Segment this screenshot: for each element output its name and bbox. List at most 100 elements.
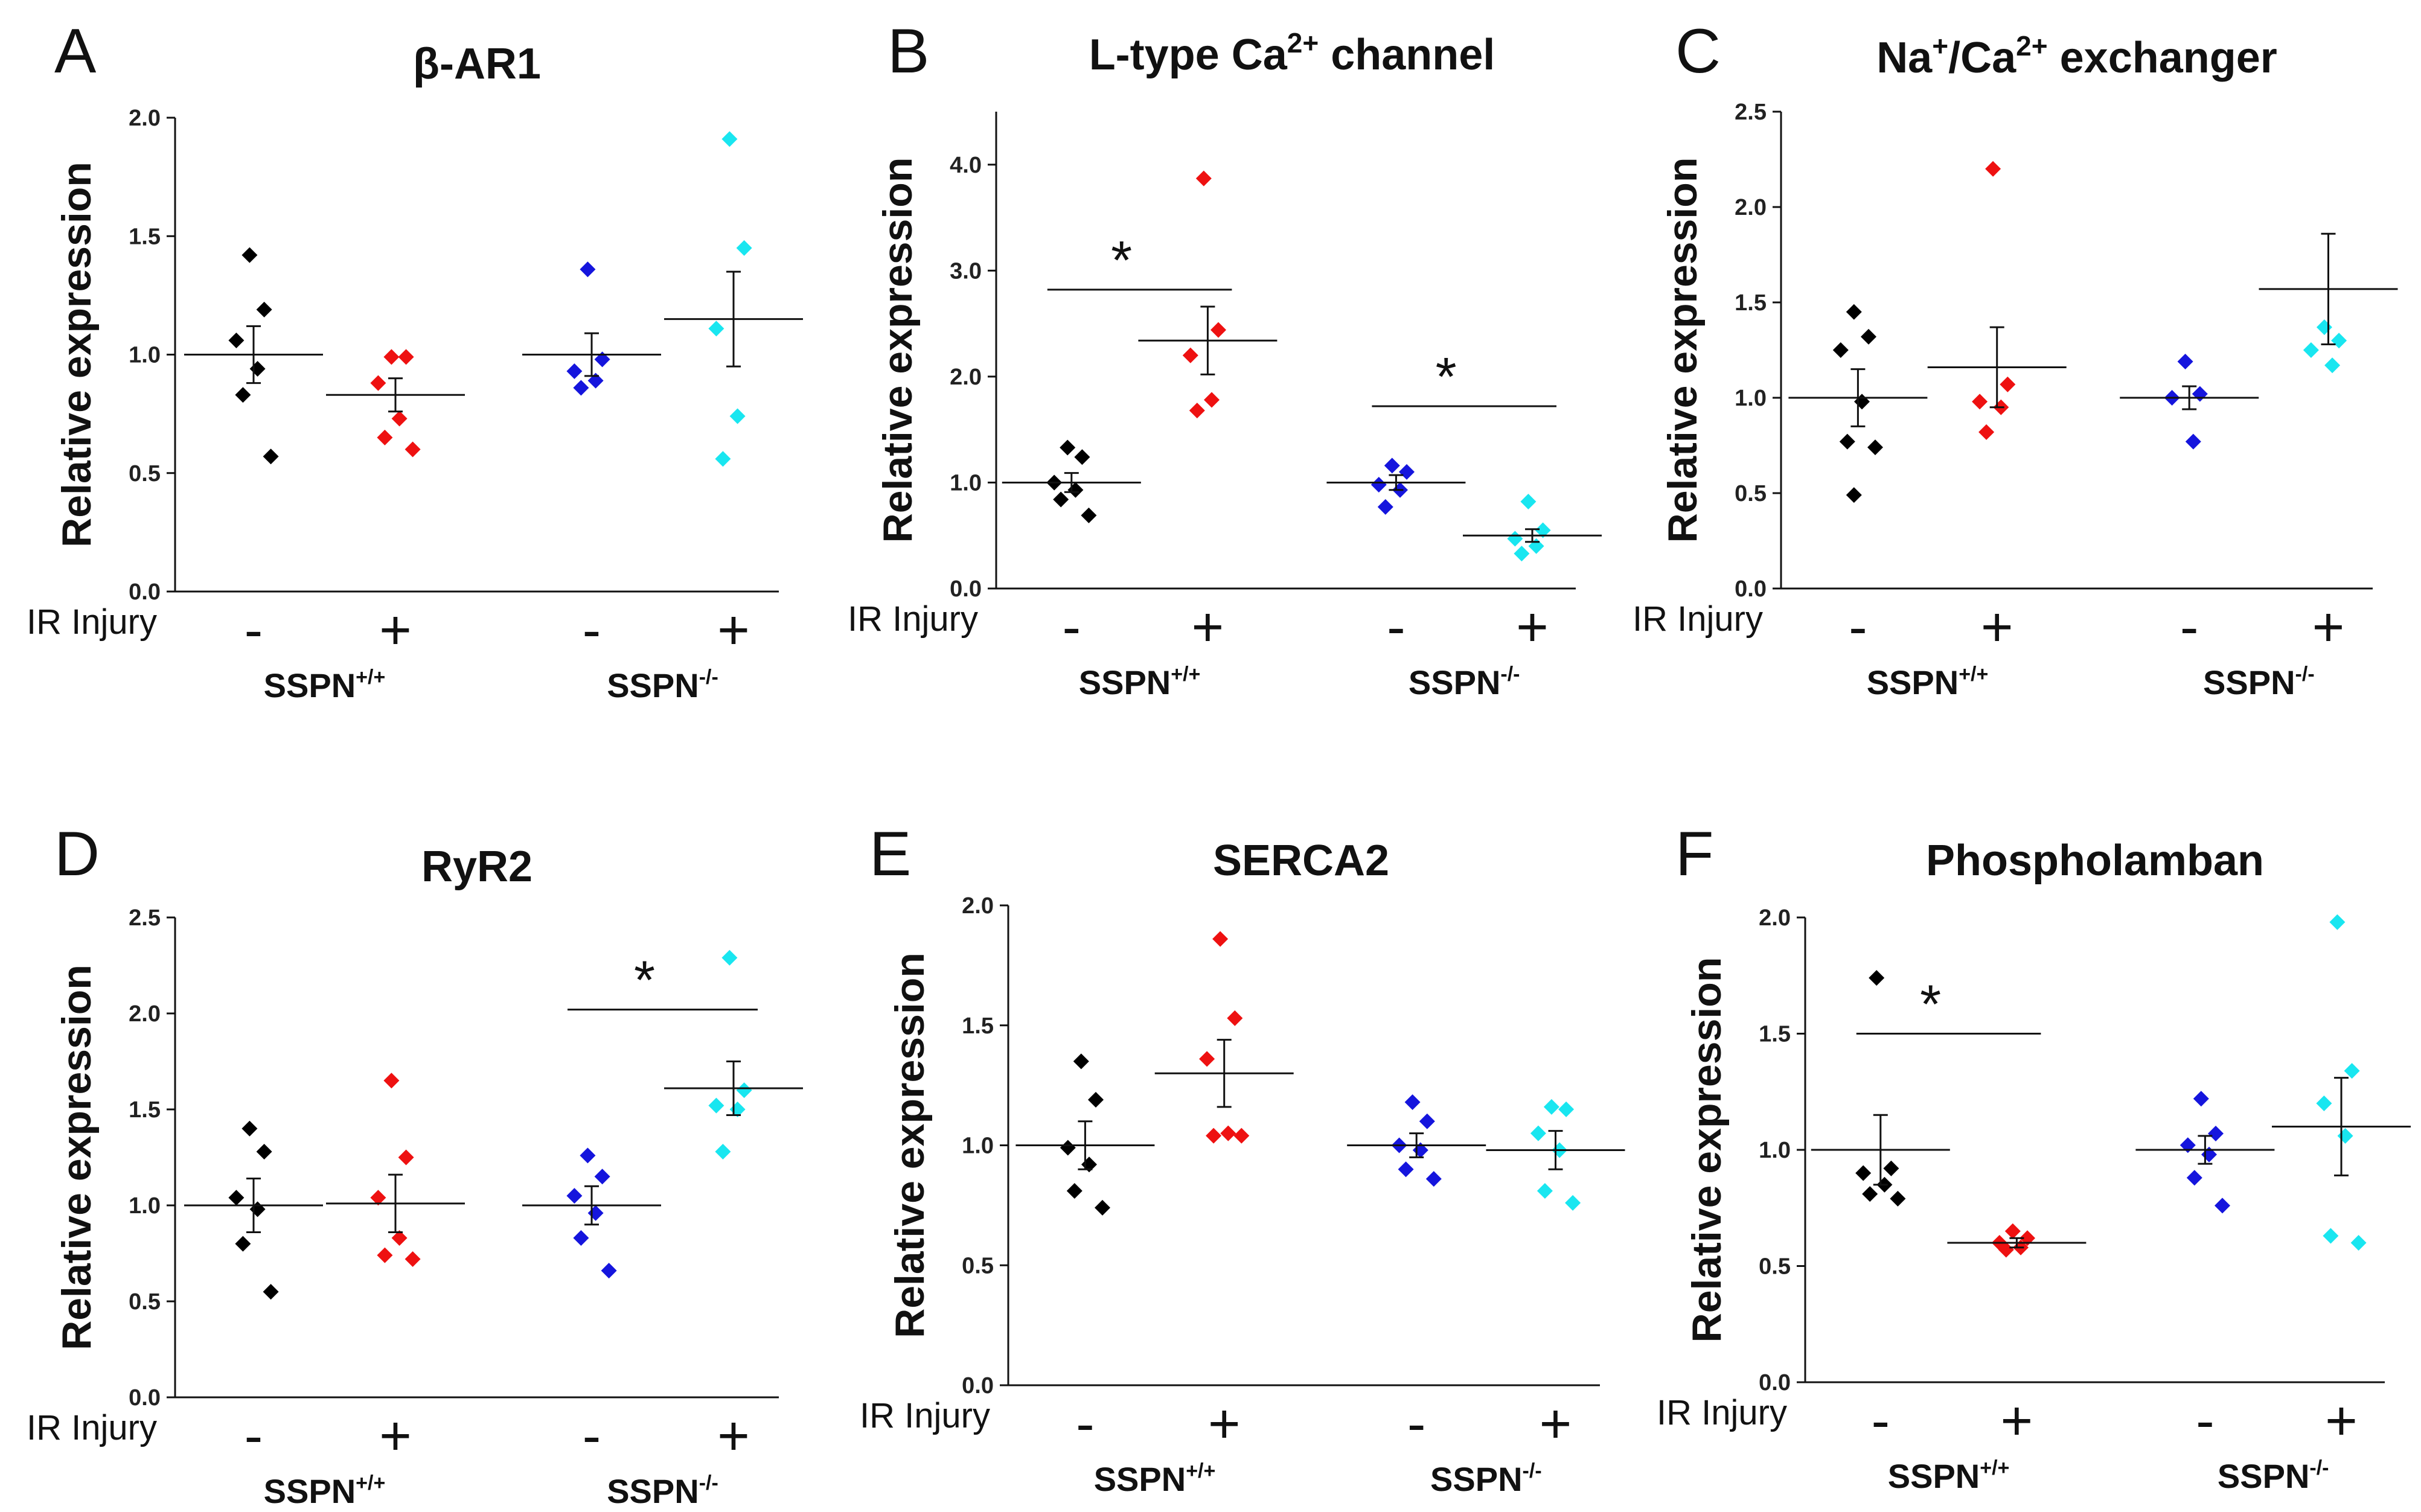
ir-injury-label: IR Injury [1633,599,1763,639]
y-tick-label: 1.0 [1735,386,1767,411]
data-point [2192,386,2208,402]
group-label-wt: SSPN+/+ [264,1472,386,1510]
ir-minus-label: - [1849,596,1867,658]
chart-title: SERCA2 [1213,837,1389,885]
significance-star: * [1436,347,1457,407]
data-point [1537,1183,1553,1199]
data-point [1399,464,1415,480]
y-tick-label: 0.0 [129,1385,161,1411]
data-point [715,1143,731,1160]
y-tick-label: 0.0 [129,579,161,605]
chart-title: Phospholamban [1926,837,2264,885]
y-tick-label: 1.0 [129,343,161,368]
data-point [235,387,251,403]
data-point [1998,1242,2014,1258]
y-tick-label: 4.0 [950,153,982,178]
group-label-wt: SSPN+/+ [1094,1459,1216,1498]
data-point [1520,494,1537,510]
ir-minus-label: - [1387,596,1406,658]
data-point [721,131,738,147]
ir-injury-label: IR Injury [848,599,978,639]
data-point [1846,304,1862,320]
data-point [228,332,245,348]
significance-star: * [1111,231,1132,291]
data-point [2337,1128,2353,1144]
ir-plus-label: + [379,1405,412,1467]
data-point [256,301,272,317]
data-point [405,1251,421,1268]
group-label-ko: SSPN-/- [2203,663,2315,701]
data-point [1861,328,1876,345]
data-point [2331,333,2347,349]
group-label-wt: SSPN+/+ [1079,663,1201,701]
data-point [2208,1126,2224,1142]
y-tick-label: 3.0 [950,258,982,284]
data-point [1869,970,1885,986]
data-point [1053,491,1069,508]
panel-e: E SERCA2 0.0 0.5 1.0 1.5 2.0 Relative expressio… [860,819,1625,1498]
ir-injury-label: IR Injury [860,1396,990,1435]
data-point [2000,376,2016,392]
data-point [1220,1125,1236,1141]
data-point [2177,353,2193,369]
data-point [1384,458,1400,474]
data-point [1227,1010,1243,1026]
ir-minus-label: - [1062,596,1081,658]
y-tick-label: 0.5 [962,1253,994,1278]
y-tick-label: 2.5 [129,905,161,931]
group-label-ko: SSPN-/- [607,666,718,704]
ir-minus-label: - [2180,596,2199,658]
data-point [1210,322,1226,338]
panel-f: F Phospholamban 0.0 0.5 1.0 1.5 2.0 Relative ex… [1657,819,2411,1495]
data-point [721,949,738,966]
data-point [1419,1113,1435,1129]
y-tick-label: 1.5 [129,224,161,249]
data-point [2185,433,2201,450]
group-label-ko: SSPN-/- [607,1472,718,1510]
data-point [580,261,596,278]
data-point [2316,1096,2332,1111]
data-point [2350,1235,2367,1251]
data-point [1530,1125,1546,1141]
data-point [1558,1101,1575,1117]
panel-letter: C [1675,16,1721,86]
ir-plus-label: + [1981,596,2013,658]
ir-plus-label: + [2001,1390,2033,1452]
group-label-wt: SSPN+/+ [264,666,386,704]
ir-plus-label: + [1540,1393,1572,1455]
data-point [241,247,258,263]
data-point [573,1230,589,1246]
y-tick-label: 0.5 [1759,1254,1791,1280]
data-point [1846,487,1862,503]
data-point [587,1205,604,1221]
data-point [1890,1190,1906,1207]
data-point [1060,1140,1076,1156]
significance-star: * [1920,975,1941,1035]
y-axis-label: Relative expression [875,158,921,543]
y-tick-label: 2.0 [1735,195,1767,220]
y-tick-label: 1.0 [1759,1138,1791,1163]
y-tick-label: 0.5 [129,461,161,486]
data-point [2186,1170,2202,1186]
chart-title: β-AR1 [413,40,541,88]
data-point [370,1190,386,1206]
panel-b: B L-type Ca2+ channel 0.0 1.0 2.0 3.0 4.0 Relat… [848,16,1602,701]
data-point [1206,1128,1222,1144]
data-point [1398,1161,1414,1178]
data-point [2323,1228,2339,1244]
y-axis-label: Relative expression [887,952,933,1338]
data-point [736,240,752,256]
data-point [263,448,279,465]
data-point [1212,931,1229,947]
panel-letter: E [869,819,911,889]
y-axis-label: Relative expression [54,965,100,1350]
chart-title: L-type Ca2+ channel [1089,27,1495,79]
data-point [235,1236,251,1252]
data-point [1067,482,1084,498]
y-tick-label: 0.5 [1735,481,1767,506]
panel-letter: D [54,819,100,889]
group-label-wt: SSPN+/+ [1867,663,1989,701]
data-point [2324,357,2341,374]
